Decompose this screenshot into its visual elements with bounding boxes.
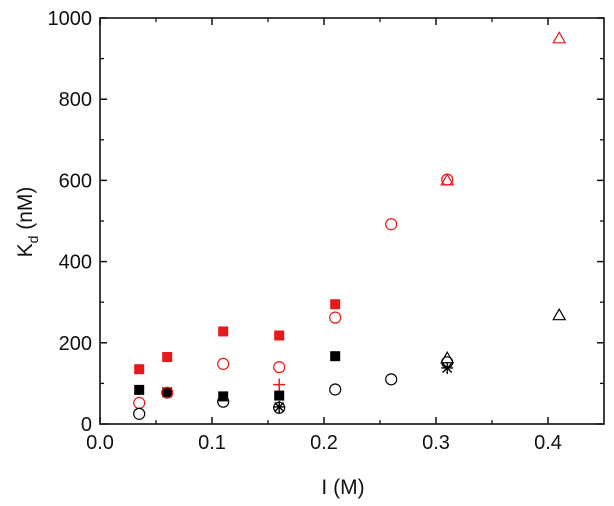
axes — [99, 17, 605, 425]
data-point-series-3 — [133, 396, 146, 409]
x-axis-title: I (M) — [321, 476, 364, 499]
y-tick-label: 600 — [59, 170, 92, 192]
data-point-series-5 — [440, 173, 455, 186]
data-point-series-2 — [162, 387, 173, 398]
data-point-series-3 — [217, 357, 230, 371]
data-point-series-2 — [330, 351, 341, 362]
y-tick-label: 1000 — [48, 8, 93, 30]
x-tick-label: 0.1 — [198, 432, 226, 454]
data-point-series-4 — [217, 395, 230, 408]
data-point-series-1 — [134, 364, 145, 375]
data-point-series-1 — [162, 352, 173, 363]
y-axis-title-subscript: d — [25, 236, 41, 244]
data-point-series-3 — [441, 173, 454, 186]
plot-frame — [99, 17, 605, 425]
y-tick-label: 0 — [81, 414, 92, 436]
y-axis-title: Kd (nM) — [14, 187, 41, 258]
data-point-series-6 — [440, 351, 455, 364]
x-tick-label: 0.3 — [422, 432, 450, 454]
data-point-series-4 — [133, 407, 146, 420]
data-point-series-8 — [441, 361, 454, 374]
y-axis-title-main: K — [14, 243, 37, 257]
data-points — [133, 31, 567, 420]
tick-labels: 0.0 0.1 0.2 0.3 0.4 0 200 400 600 800 1000 — [48, 8, 562, 454]
data-point-series-4 — [329, 383, 342, 396]
data-point-series-3 — [385, 218, 398, 231]
y-tick-label: 800 — [59, 89, 92, 111]
data-point-series-3 — [329, 311, 342, 324]
data-point-series-1 — [218, 326, 229, 337]
x-tick-label: 0.2 — [310, 432, 338, 454]
data-point-series-3 — [161, 386, 174, 399]
data-point-series-1 — [330, 299, 341, 310]
data-point-series-5 — [552, 31, 567, 44]
data-point-series-3 — [273, 361, 286, 374]
data-point-series-7 — [273, 378, 286, 391]
x-tick-label: 0.4 — [534, 432, 562, 454]
tick-marks — [99, 17, 604, 425]
data-point-series-4 — [385, 373, 398, 386]
y-tick-label: 200 — [59, 333, 92, 355]
data-point-series-2 — [274, 390, 285, 401]
data-point-series-6 — [552, 307, 567, 321]
data-point-series-1 — [274, 330, 285, 341]
x-tick-label: 0.0 — [86, 432, 114, 454]
data-point-series-8 — [273, 400, 286, 413]
y-axis-title-unit: (nM) — [14, 187, 37, 236]
y-tick-label: 400 — [59, 252, 92, 274]
data-point-series-2 — [134, 384, 145, 395]
